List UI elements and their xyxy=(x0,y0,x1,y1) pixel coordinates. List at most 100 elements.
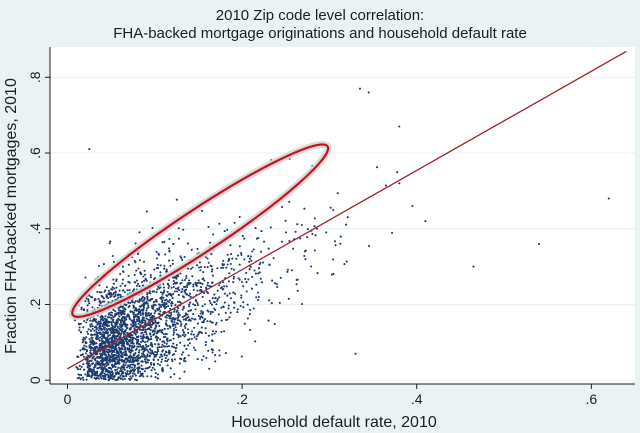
data-point xyxy=(236,308,239,311)
data-point xyxy=(204,327,207,330)
data-point xyxy=(177,294,180,297)
data-point xyxy=(104,324,107,327)
data-point xyxy=(121,282,124,285)
data-point xyxy=(166,324,169,327)
data-point xyxy=(98,339,101,342)
data-point xyxy=(153,368,156,371)
data-point xyxy=(190,248,193,251)
data-point xyxy=(240,294,243,297)
data-point xyxy=(108,312,111,315)
data-point xyxy=(242,301,245,304)
data-point xyxy=(179,255,182,258)
data-point xyxy=(120,313,123,316)
data-point xyxy=(257,295,260,299)
data-point xyxy=(202,321,205,324)
x-tick-label: 0 xyxy=(64,391,72,407)
data-point xyxy=(279,276,282,279)
data-point xyxy=(140,352,144,355)
data-point xyxy=(154,309,157,312)
data-point xyxy=(93,299,96,302)
data-point xyxy=(224,311,227,314)
data-point xyxy=(248,260,251,263)
data-point xyxy=(117,332,120,335)
data-point xyxy=(184,326,187,330)
data-point xyxy=(116,371,119,374)
data-point xyxy=(227,304,230,307)
data-point xyxy=(135,342,138,345)
data-point xyxy=(247,255,250,258)
data-point xyxy=(96,353,99,356)
data-point xyxy=(131,372,134,375)
data-point xyxy=(236,254,239,257)
chart-title: 2010 Zip code level correlation: xyxy=(216,7,424,24)
data-point xyxy=(162,333,165,336)
data-point xyxy=(168,351,171,354)
data-point xyxy=(135,318,138,321)
data-point xyxy=(144,314,147,317)
data-point xyxy=(250,259,253,262)
data-point xyxy=(104,368,107,371)
data-point xyxy=(144,343,148,346)
data-point xyxy=(146,328,149,331)
data-point xyxy=(172,279,175,282)
data-point xyxy=(107,376,110,379)
data-point xyxy=(112,308,115,312)
data-point xyxy=(110,352,113,356)
data-point xyxy=(111,319,114,322)
data-point xyxy=(206,257,209,260)
data-point xyxy=(195,300,198,303)
data-point xyxy=(178,289,181,292)
data-point xyxy=(192,333,195,336)
data-point xyxy=(177,334,180,337)
data-point xyxy=(250,287,253,290)
data-point xyxy=(216,298,219,301)
data-point xyxy=(118,336,121,339)
data-point xyxy=(167,293,170,296)
x-tick-label: .6 xyxy=(585,391,597,407)
data-point xyxy=(183,325,186,328)
data-point xyxy=(182,296,185,299)
data-point xyxy=(173,318,176,321)
data-point xyxy=(239,304,242,307)
data-point xyxy=(215,330,218,333)
data-point xyxy=(209,312,212,316)
data-point xyxy=(168,247,171,250)
data-point xyxy=(142,275,145,278)
data-point xyxy=(166,340,169,343)
data-point xyxy=(101,325,104,328)
data-point xyxy=(316,272,319,275)
data-point xyxy=(222,306,225,309)
data-point xyxy=(89,295,93,298)
data-point xyxy=(110,347,113,350)
data-point xyxy=(176,290,179,293)
data-point xyxy=(187,354,190,357)
data-point xyxy=(295,283,298,286)
data-point xyxy=(150,335,153,338)
data-point xyxy=(117,356,120,359)
data-point xyxy=(135,279,138,282)
data-point xyxy=(313,249,316,252)
data-point xyxy=(141,355,144,358)
data-point xyxy=(107,370,110,373)
data-point xyxy=(88,359,92,362)
data-point xyxy=(299,237,302,240)
data-point xyxy=(167,305,170,308)
x-axis-label: Household default rate, 2010 xyxy=(231,414,437,431)
data-point xyxy=(258,263,261,266)
data-point xyxy=(240,253,243,256)
data-point xyxy=(128,348,131,351)
data-point xyxy=(115,278,118,281)
data-point xyxy=(107,335,110,338)
data-point xyxy=(128,339,131,342)
data-point xyxy=(175,281,178,285)
data-point xyxy=(176,319,179,322)
data-point xyxy=(144,367,147,370)
data-point xyxy=(233,221,236,224)
data-point xyxy=(218,222,221,225)
data-point xyxy=(112,349,115,352)
data-point xyxy=(111,254,114,258)
data-point xyxy=(114,373,118,376)
data-point xyxy=(156,267,160,270)
data-point xyxy=(243,258,246,261)
data-point xyxy=(398,125,401,128)
